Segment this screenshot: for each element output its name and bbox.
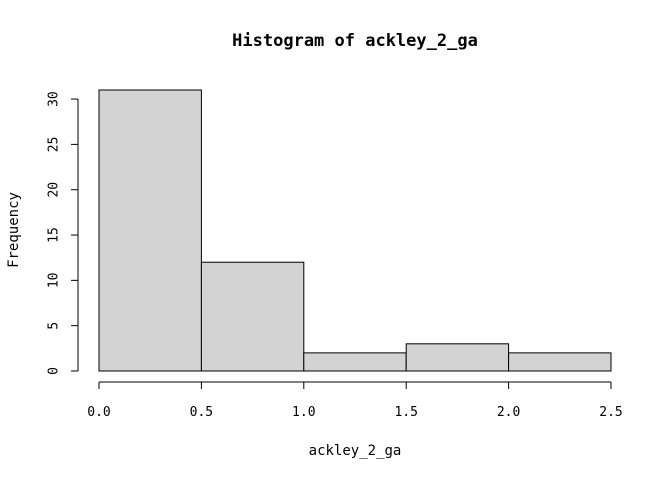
- x-tick-label: 1.0: [292, 405, 315, 420]
- x-tick-label: 1.5: [394, 405, 417, 420]
- chart-title: Histogram of ackley_2_ga: [232, 31, 478, 51]
- y-tick-label: 0: [47, 367, 62, 375]
- x-tick-label: 0.0: [87, 405, 110, 420]
- y-tick-label: 30: [47, 91, 62, 107]
- histogram-bar-5: [508, 352, 612, 372]
- histogram-bar-3: [303, 352, 407, 372]
- x-axis: 0.0 0.5 1.0 1.5 2.0 2.5: [87, 381, 623, 420]
- x-axis-label: ackley_2_ga: [309, 443, 402, 459]
- y-axis: 0 5 10 15 20 25 30: [47, 91, 79, 375]
- y-tick-label: 10: [47, 273, 62, 289]
- y-axis-label: Frequency: [6, 192, 22, 268]
- histogram-bar-4: [405, 343, 510, 372]
- x-tick-label: 2.0: [497, 405, 520, 420]
- y-tick-label: 15: [47, 227, 62, 243]
- y-tick-label: 20: [47, 182, 62, 198]
- x-tick-label: 2.5: [599, 405, 622, 420]
- y-tick-label: 25: [47, 137, 62, 153]
- histogram-bar-1: [98, 89, 202, 372]
- histogram-bars: [98, 89, 612, 372]
- histogram-bar-2: [200, 261, 305, 372]
- x-tick-label: 0.5: [190, 405, 213, 420]
- y-tick-label: 5: [47, 322, 62, 330]
